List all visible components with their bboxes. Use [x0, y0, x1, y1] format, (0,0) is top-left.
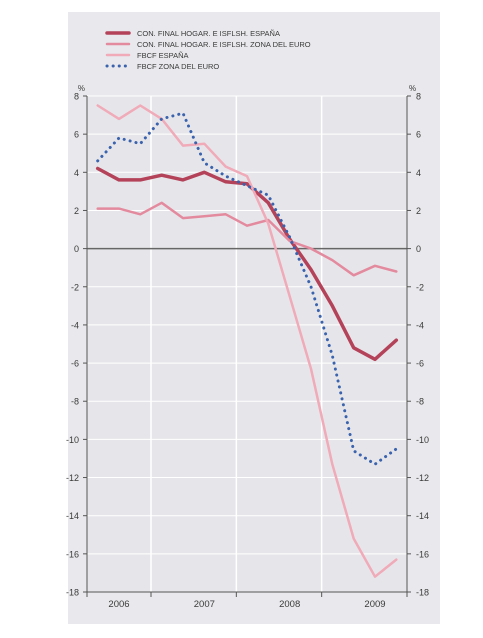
y-tick-label-right: -6 [416, 359, 424, 369]
legend-label-1: CON. FINAL HOGAR. E ISFLSH. ESPAÑA [137, 29, 280, 38]
y-tick-label-left: -8 [71, 397, 79, 407]
y-tick-label-right: -16 [416, 549, 429, 559]
y-tick-label-left: 0 [74, 244, 79, 254]
y-tick-label-right: -10 [416, 435, 429, 445]
y-unit-label-left: % [78, 84, 85, 93]
y-tick-label-left: -4 [71, 320, 79, 330]
x-tick-label: 2006 [108, 599, 129, 610]
y-tick-label-right: -18 [416, 588, 429, 598]
y-tick-label-right: 0 [416, 244, 421, 254]
y-tick-label-left: -14 [66, 511, 79, 521]
x-tick-label: 2009 [364, 599, 385, 610]
y-tick-label-right: 2 [416, 206, 421, 216]
y-tick-label-left: -16 [66, 549, 79, 559]
legend-label-2: CON. FINAL HOGAR. E ISFLSH. ZONA DEL EUR… [137, 40, 311, 49]
y-tick-label-right: -4 [416, 320, 424, 330]
y-tick-label-left: -10 [66, 435, 79, 445]
y-tick-label-right: -12 [416, 473, 429, 483]
y-tick-label-left: 6 [74, 130, 79, 140]
y-tick-label-left: -12 [66, 473, 79, 483]
y-tick-label-left: -6 [71, 359, 79, 369]
y-tick-label-left: 8 [74, 92, 79, 102]
series-line-3 [96, 104, 398, 578]
y-tick-label-left: -2 [71, 282, 79, 292]
y-tick-label-right: 6 [416, 130, 421, 140]
legend-label-3: FBCF ESPAÑA [137, 51, 189, 60]
y-tick-label-right: 4 [416, 168, 421, 178]
plot-area [87, 96, 407, 592]
y-tick-label-right: -8 [416, 397, 424, 407]
y-tick-label-left: 2 [74, 206, 79, 216]
y-tick-label-right: 8 [416, 92, 421, 102]
legend-label-4: FBCF ZONA DEL EURO [137, 62, 219, 71]
y-tick-label-left: 4 [74, 168, 79, 178]
series-line-2 [96, 201, 398, 277]
x-tick-label: 2007 [194, 599, 215, 610]
x-tick-label: 2008 [279, 599, 300, 610]
y-tick-label-right: -14 [416, 511, 429, 521]
y-unit-label-right: % [409, 84, 416, 93]
y-tick-label-left: -18 [66, 588, 79, 598]
y-tick-label-right: -2 [416, 282, 424, 292]
series-line-1 [95, 166, 399, 362]
